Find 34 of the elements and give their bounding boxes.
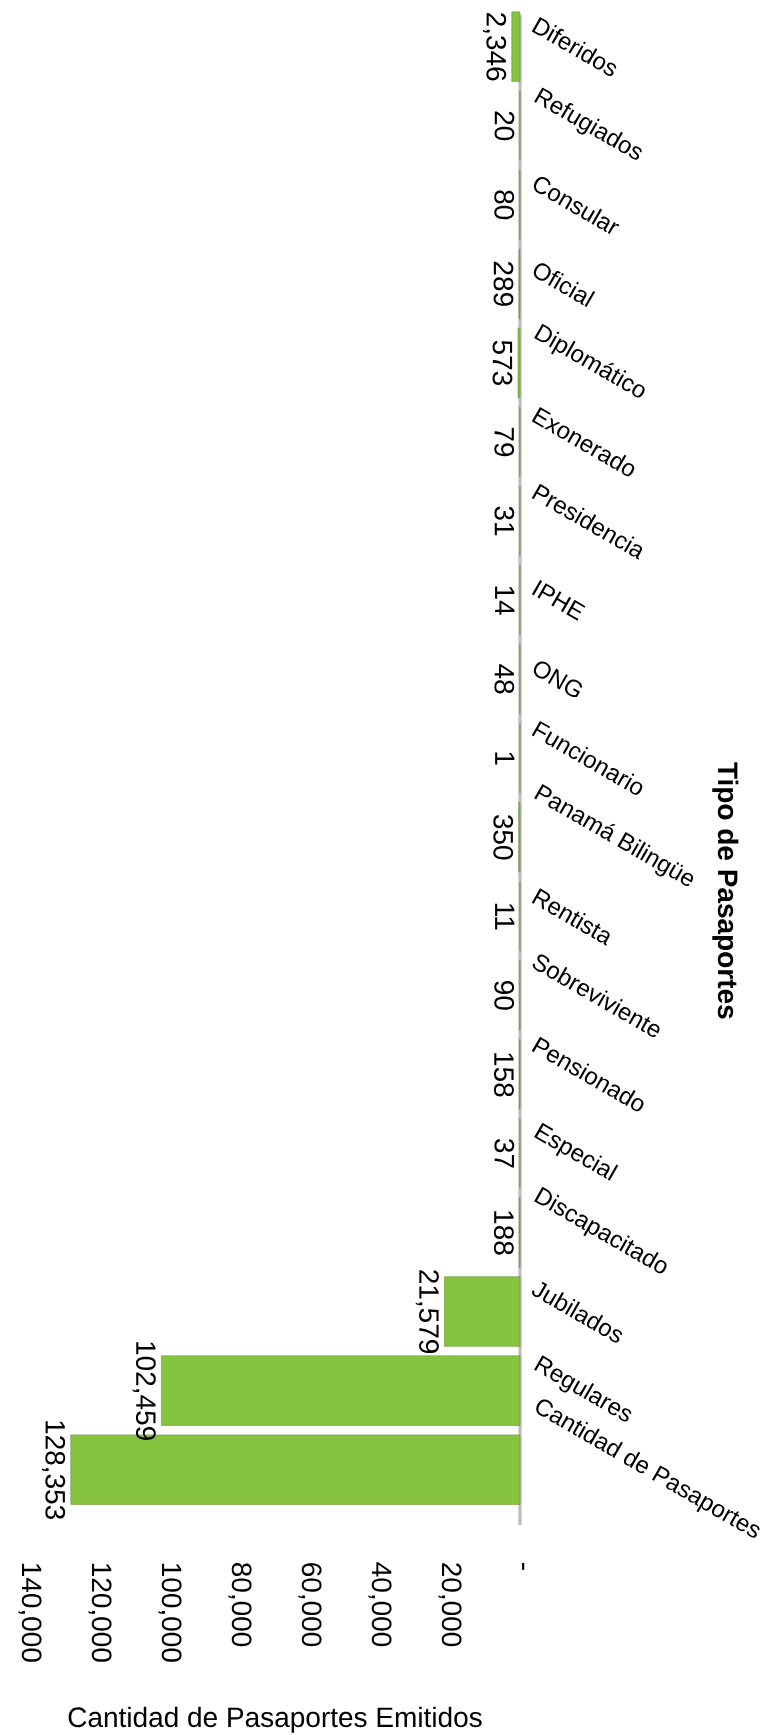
x-tick-label: 20,000 — [438, 1563, 462, 1647]
bar — [511, 11, 521, 82]
data-label: 2,346 — [483, 13, 507, 81]
data-label: 11 — [495, 903, 515, 930]
data-label: 80 — [494, 190, 515, 220]
data-label: 350 — [493, 814, 514, 860]
bar — [161, 1355, 521, 1426]
data-label: 289 — [493, 261, 514, 306]
x-tick-label: - — [522, 1562, 525, 1570]
data-label: 21,579 — [415, 1270, 439, 1354]
data-label: 158 — [494, 1053, 514, 1097]
x-tick-label: 140,000 — [18, 1563, 42, 1662]
y-axis-title: Tipo de Pasaportes — [712, 762, 739, 1019]
x-tick-label: 80,000 — [228, 1562, 252, 1647]
data-label: 48 — [494, 664, 515, 694]
data-label: 1 — [495, 752, 515, 765]
x-tick-label: 60,000 — [298, 1563, 322, 1647]
data-label: 20 — [494, 111, 515, 141]
data-label: 79 — [494, 427, 515, 457]
x-tick-label: 120,000 — [88, 1563, 112, 1662]
data-label: 128,353 — [42, 1421, 66, 1520]
data-label: 573 — [492, 340, 513, 385]
x-tick-label: 100,000 — [158, 1563, 182, 1662]
bar — [517, 327, 521, 398]
data-label: 102,459 — [132, 1342, 156, 1440]
data-label: 188 — [493, 1211, 514, 1255]
x-tick-label: 40,000 — [368, 1562, 392, 1647]
data-label: 14 — [495, 586, 515, 615]
y-tick-label: ONG — [533, 661, 583, 698]
data-label: 37 — [494, 1138, 515, 1168]
bar — [444, 1276, 521, 1347]
data-label: 31 — [494, 506, 515, 536]
data-label: 90 — [494, 981, 515, 1010]
x-axis-title: Cantidad de Pasaportes Emitidos — [68, 1706, 482, 1733]
